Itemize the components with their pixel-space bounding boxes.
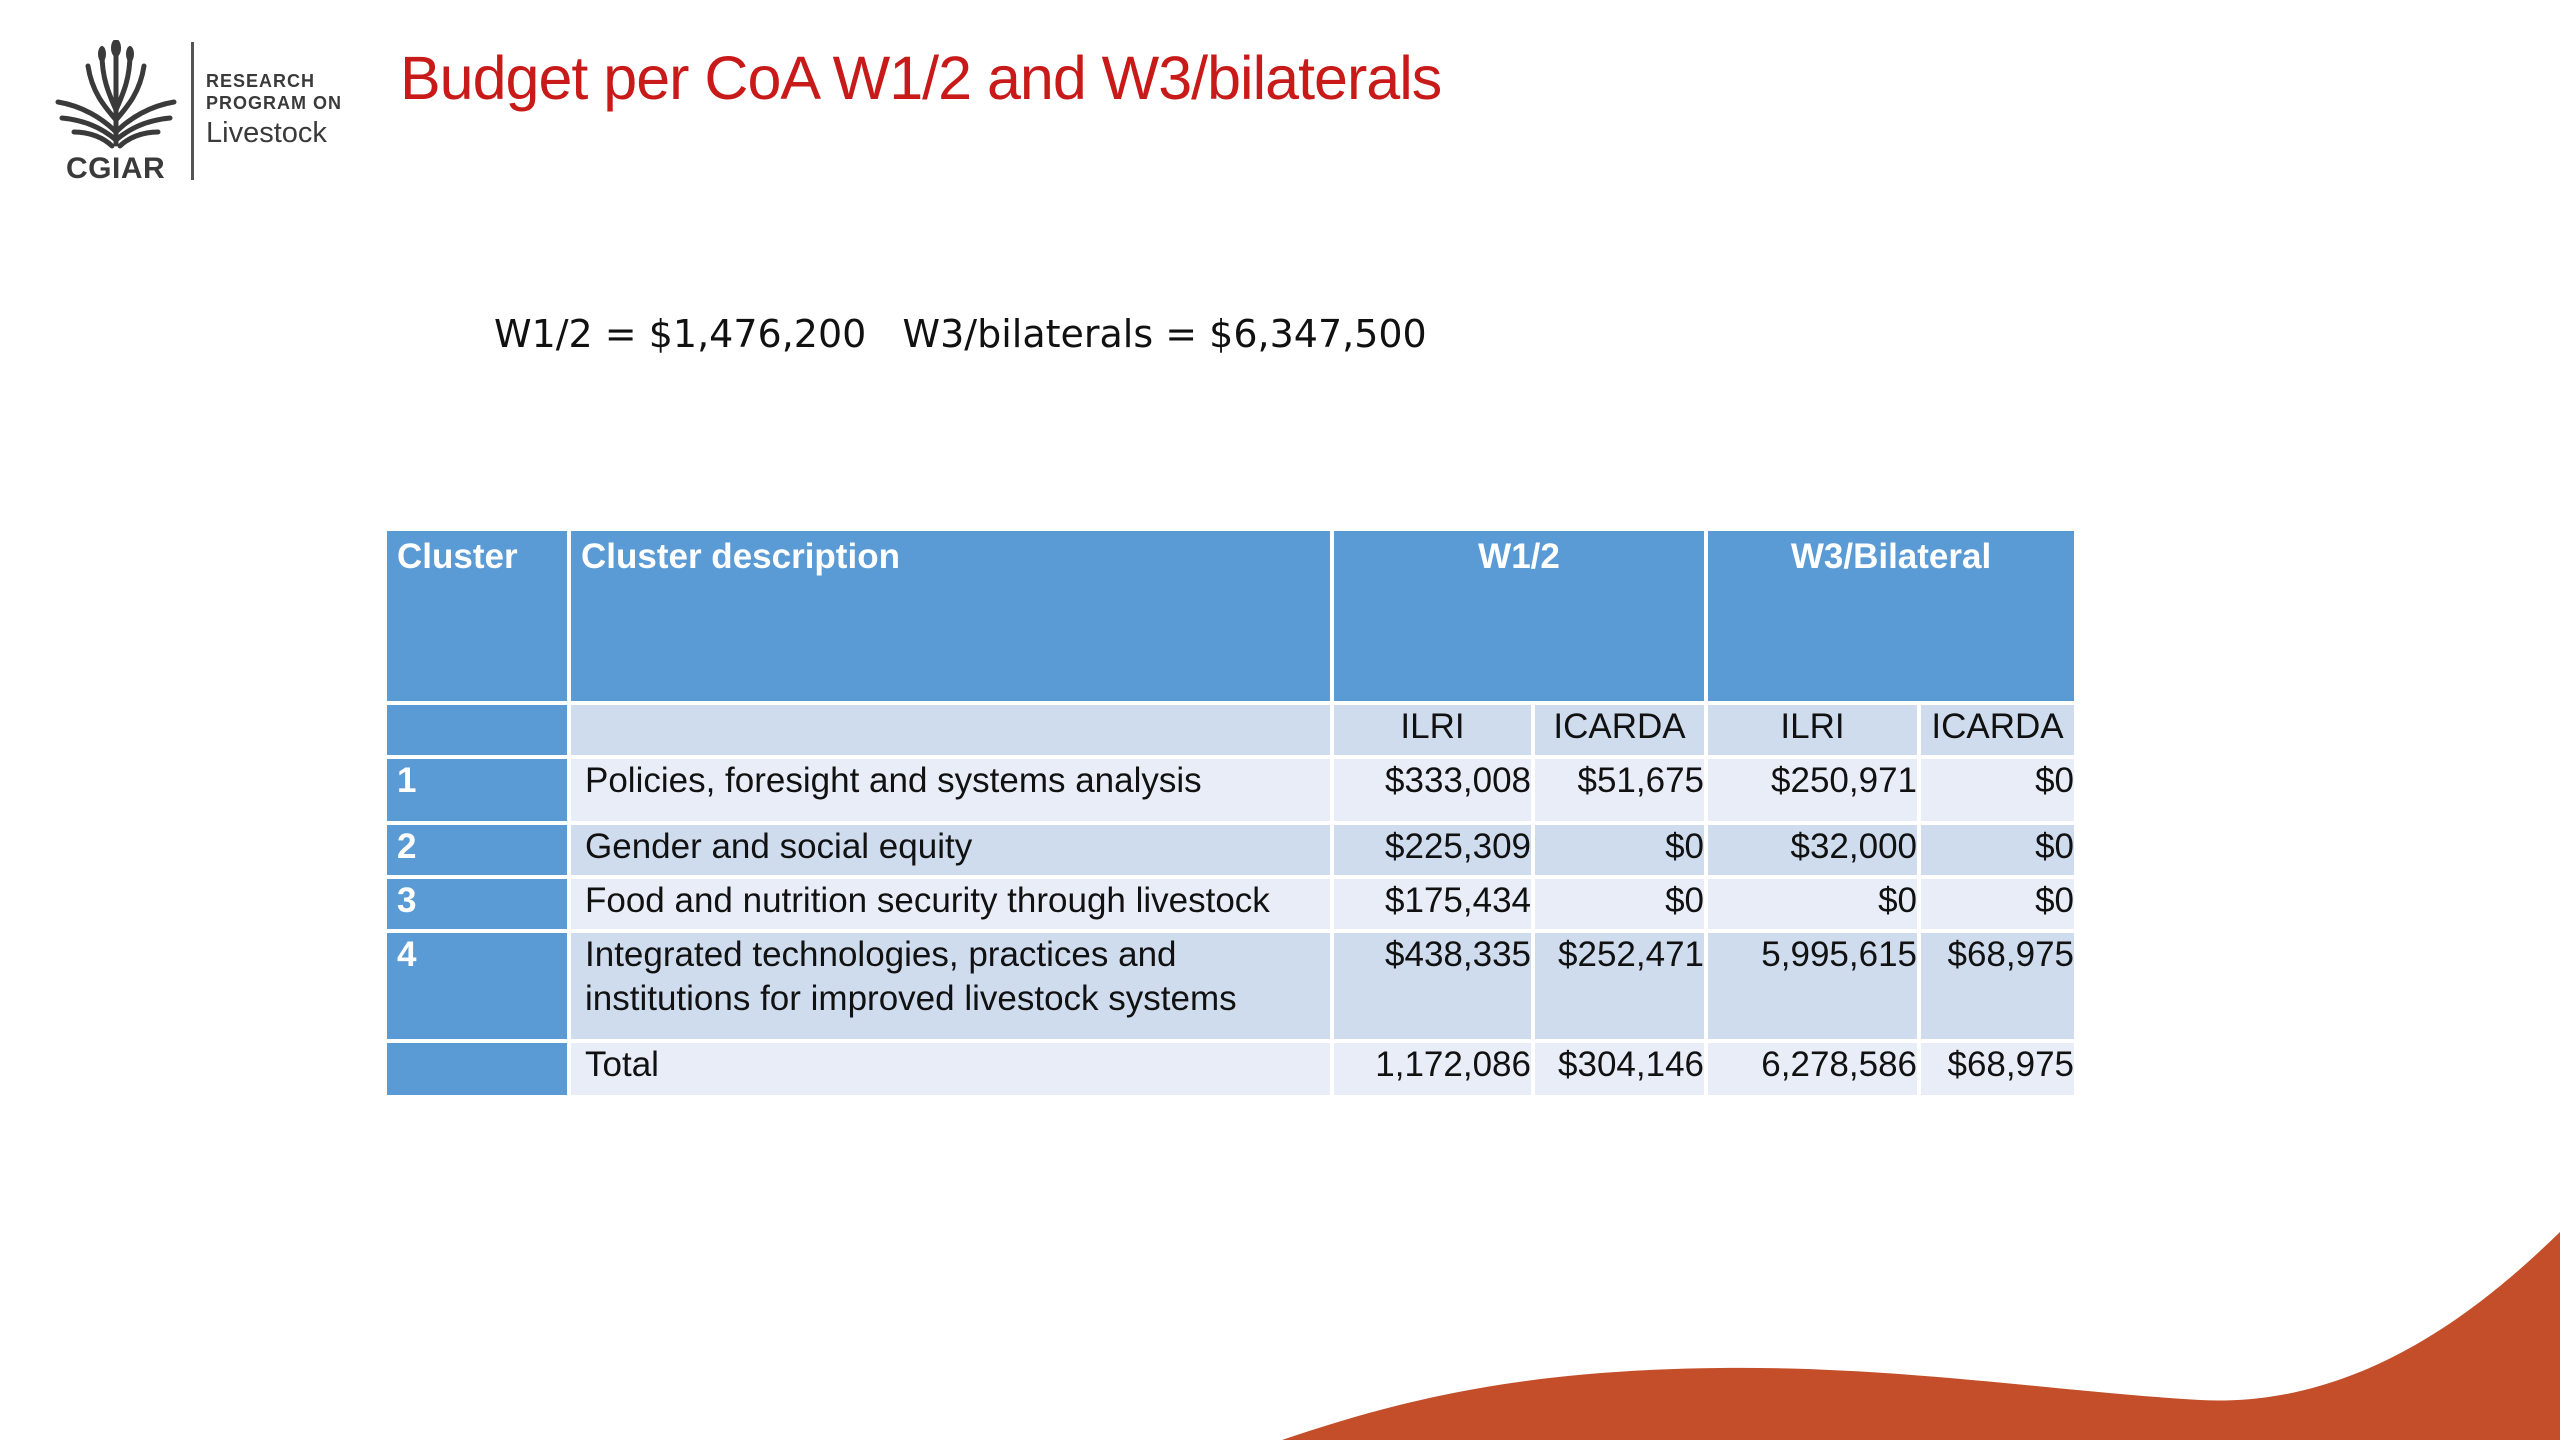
- cluster-number: 3: [383, 875, 571, 933]
- table-header-row: Cluster Cluster description W1/2 W3/Bila…: [383, 527, 2079, 705]
- subheader-description-cell: [567, 701, 1334, 759]
- cluster-description: Food and nutrition security through live…: [567, 875, 1334, 933]
- logo-program-text: PROGRAM ON: [206, 93, 342, 113]
- w12-ilri-value: $438,335: [1330, 929, 1535, 1043]
- subheader-w12-icarda: ICARDA: [1530, 701, 1709, 759]
- w3-icarda-value: $0: [1917, 875, 2079, 933]
- w3-icarda-value: $0: [1917, 821, 2079, 879]
- wave-shape: [1282, 1232, 2560, 1440]
- cluster-description: Gender and social equity: [567, 821, 1334, 879]
- cluster-description: Policies, foresight and systems analysis: [567, 755, 1334, 825]
- cluster-number: 2: [383, 821, 571, 879]
- budget-table: Cluster Cluster description W1/2 W3/Bila…: [383, 527, 2079, 1099]
- w3-ilri-value: $0: [1704, 875, 1922, 933]
- w12-icarda-value: $51,675: [1530, 755, 1709, 825]
- table-row: 2 Gender and social equity $225,309 $0 $…: [383, 821, 2079, 879]
- total-w3-icarda: $68,975: [1917, 1039, 2079, 1099]
- w3-icarda-value: $0: [1917, 755, 2079, 825]
- logo-research-text: RESEARCH: [206, 71, 316, 91]
- total-row: Total 1,172,086 $304,146 6,278,586 $68,9…: [383, 1039, 2079, 1099]
- subheader-w3-ilri: ILRI: [1704, 701, 1922, 759]
- w3-ilri-value: $32,000: [1704, 821, 1922, 879]
- subheader-row: ILRI ICARDA ILRI ICARDA: [383, 701, 2079, 759]
- total-label: Total: [567, 1039, 1334, 1099]
- cluster-description: Integrated technologies, practices and i…: [567, 929, 1334, 1043]
- w12-ilri-value: $225,309: [1330, 821, 1535, 879]
- subheader-w3-icarda: ICARDA: [1917, 701, 2079, 759]
- cluster-number: 4: [383, 929, 571, 1043]
- w12-ilri-value: $333,008: [1330, 755, 1535, 825]
- header-description: Cluster description: [567, 527, 1334, 705]
- total-cluster-cell: [383, 1039, 571, 1099]
- cluster-number: 1: [383, 755, 571, 825]
- wheat-sheaf-icon: [55, 40, 177, 149]
- slide-title: Budget per CoA W1/2 and W3/bilaterals: [400, 44, 1442, 112]
- logo-livestock-text: Livestock: [206, 117, 327, 149]
- total-w12-ilri: 1,172,086: [1330, 1039, 1535, 1099]
- budget-summary: W1/2 = $1,476,200 W3/bilaterals = $6,347…: [494, 312, 1427, 356]
- table-row: 3 Food and nutrition security through li…: [383, 875, 2079, 933]
- header-w12: W1/2: [1329, 527, 1709, 705]
- logo-divider: [191, 42, 194, 180]
- w3-ilri-value: $250,971: [1704, 755, 1922, 825]
- logo-cgiar-text: CGIAR: [66, 152, 166, 185]
- header-cluster: Cluster: [383, 527, 571, 705]
- total-w12-icarda: $304,146: [1530, 1039, 1709, 1099]
- total-w3-ilri: 6,278,586: [1704, 1039, 1922, 1099]
- w12-icarda-value: $0: [1530, 875, 1709, 933]
- subheader-w12-ilri: ILRI: [1330, 701, 1535, 759]
- w3-icarda-value: $68,975: [1917, 929, 2079, 1043]
- subheader-cluster-cell: [383, 701, 571, 759]
- table-row: 1 Policies, foresight and systems analys…: [383, 755, 2079, 825]
- w12-ilri-value: $175,434: [1330, 875, 1535, 933]
- header-w3-bilateral: W3/Bilateral: [1704, 527, 2079, 705]
- w12-icarda-value: $252,471: [1530, 929, 1709, 1043]
- cgiar-livestock-logo: CGIAR RESEARCH PROGRAM ON Livestock: [52, 40, 362, 190]
- w3-ilri-value: 5,995,615: [1704, 929, 1922, 1043]
- table-row: 4 Integrated technologies, practices and…: [383, 929, 2079, 1043]
- w12-icarda-value: $0: [1530, 821, 1709, 879]
